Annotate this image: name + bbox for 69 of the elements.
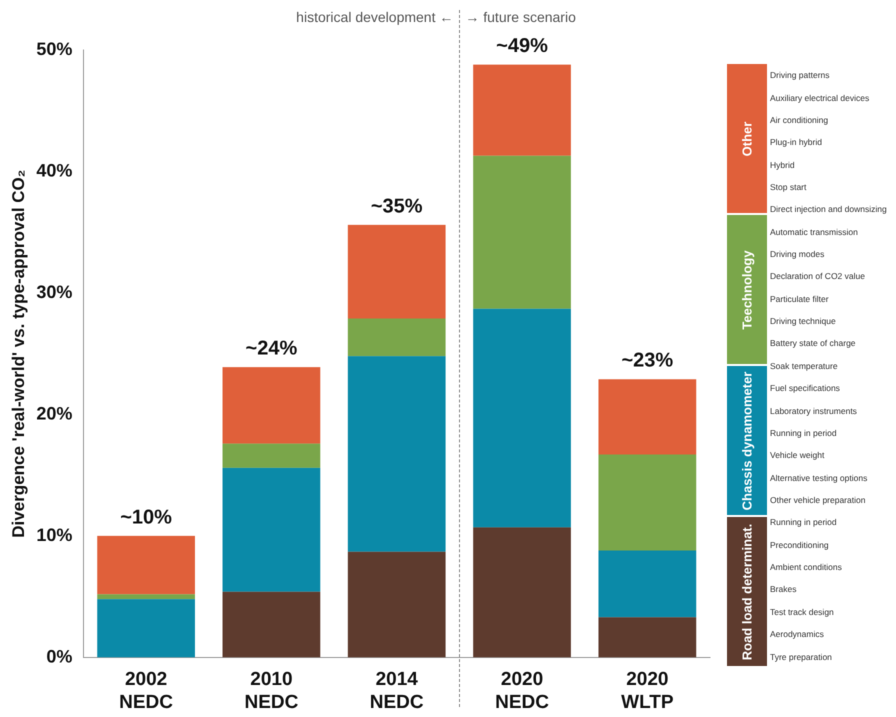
total-label: ~23% xyxy=(621,350,674,372)
bar xyxy=(473,308,571,528)
text: Aerodynamics xyxy=(770,629,825,640)
text: Soak temperature xyxy=(770,360,839,371)
x-tick-label: 2014 NEDC xyxy=(370,669,424,713)
text: Road load determinat. xyxy=(740,523,754,660)
bar xyxy=(348,224,446,318)
total-label: ~49% xyxy=(496,35,548,58)
y-tick-label: 30% xyxy=(36,282,72,302)
bar xyxy=(598,617,696,658)
text: Teechnology xyxy=(740,250,754,330)
bar xyxy=(473,64,571,156)
total-label: ~10% xyxy=(120,506,172,528)
text: Preconditioning xyxy=(770,540,830,550)
text: Test track design xyxy=(770,606,835,617)
text: Auxiliary electrical devices xyxy=(770,92,870,103)
bar xyxy=(348,552,446,658)
bar xyxy=(97,536,195,594)
bar xyxy=(97,594,195,600)
bar xyxy=(598,454,696,550)
text: Driving technique xyxy=(770,316,837,326)
text: Ambient conditions xyxy=(770,562,843,572)
text: Declaration of CO2 value xyxy=(770,271,866,282)
x-tick-label: 2020 WLTP xyxy=(621,669,674,713)
text: historical development ← xyxy=(296,8,454,25)
text: Hybrid xyxy=(770,160,796,170)
text: → future scenario xyxy=(465,8,576,25)
bar xyxy=(473,527,571,658)
x-tick-label: 2010 NEDC xyxy=(244,669,299,713)
x-tick-label: 2002 NEDC xyxy=(119,669,174,713)
y-tick-label: 20% xyxy=(36,403,72,424)
text: Brakes xyxy=(770,584,798,594)
text: Driving patterns xyxy=(770,70,831,80)
y-tick-label: 50% xyxy=(36,38,72,59)
text: Running in period xyxy=(770,517,838,528)
x-tick-label: 2020 NEDC xyxy=(495,669,550,713)
text: Plug-in hybrid xyxy=(770,137,823,148)
bar xyxy=(222,592,320,658)
text: Air conditioning xyxy=(770,114,830,125)
text: Other vehicle preparation xyxy=(770,495,866,505)
bar xyxy=(598,550,696,618)
text: Vehicle weight xyxy=(770,450,826,460)
text: Chassis dynamometer xyxy=(740,371,754,510)
text: Laboratory instruments xyxy=(770,406,858,416)
text: Fuel specifications xyxy=(770,383,841,394)
y-tick-label: 10% xyxy=(36,524,72,545)
bar xyxy=(598,379,696,455)
text: Running in period xyxy=(770,428,838,438)
bar xyxy=(348,318,446,356)
text: Particulate filter xyxy=(770,294,830,304)
bar xyxy=(222,468,320,592)
text: Stop start xyxy=(770,182,808,192)
y-tick-label: 40% xyxy=(36,160,72,180)
bar xyxy=(97,599,195,658)
y-tick-label: 0% xyxy=(46,646,72,666)
text: Other xyxy=(740,121,754,156)
text: Automatic transmission xyxy=(770,226,859,237)
text: Driving modes xyxy=(770,249,826,260)
total-label: ~35% xyxy=(370,195,423,218)
bar xyxy=(222,367,320,444)
bar xyxy=(348,356,446,552)
bar xyxy=(473,156,571,309)
text: Alternative testing options xyxy=(770,472,868,483)
text: Direct injection and downsizing xyxy=(770,204,888,214)
total-label: ~24% xyxy=(246,338,298,360)
text: Tyre preparation xyxy=(770,652,833,662)
y-axis-title: Divergence 'real-world' vs. type-approval CO₂ xyxy=(8,170,28,538)
bar xyxy=(222,444,320,468)
text: Battery state of charge xyxy=(770,338,857,348)
